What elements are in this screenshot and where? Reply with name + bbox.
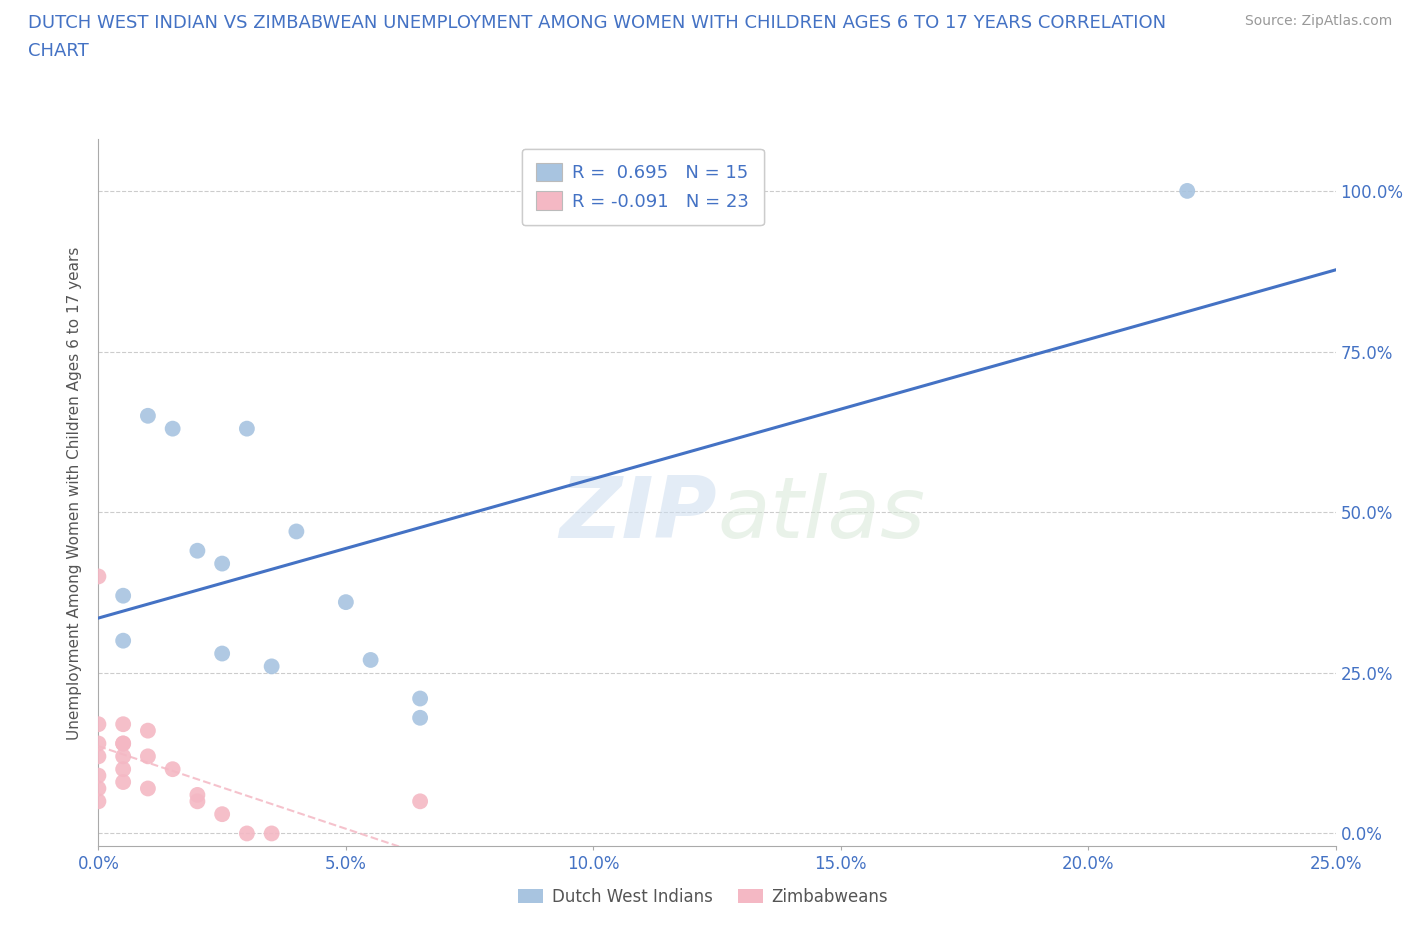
Point — [186, 788, 208, 803]
Point — [136, 781, 159, 796]
Text: atlas: atlas — [717, 472, 925, 555]
Point — [162, 762, 184, 777]
Point — [112, 736, 135, 751]
Point — [112, 717, 135, 732]
Point — [1175, 183, 1198, 198]
Point — [236, 421, 259, 436]
Point — [260, 659, 283, 674]
Point — [409, 711, 432, 725]
Point — [211, 646, 233, 661]
Point — [112, 589, 135, 604]
Point — [260, 826, 283, 841]
Point — [87, 768, 110, 783]
Legend: Dutch West Indians, Zimbabweans: Dutch West Indians, Zimbabweans — [512, 881, 894, 912]
Point — [87, 781, 110, 796]
Point — [87, 736, 110, 751]
Text: DUTCH WEST INDIAN VS ZIMBABWEAN UNEMPLOYMENT AMONG WOMEN WITH CHILDREN AGES 6 TO: DUTCH WEST INDIAN VS ZIMBABWEAN UNEMPLOY… — [28, 14, 1166, 32]
Point — [136, 749, 159, 764]
Text: Source: ZipAtlas.com: Source: ZipAtlas.com — [1244, 14, 1392, 28]
Point — [112, 762, 135, 777]
Legend: R =  0.695   N = 15, R = -0.091   N = 23: R = 0.695 N = 15, R = -0.091 N = 23 — [522, 149, 763, 225]
Point — [236, 826, 259, 841]
Point — [360, 653, 382, 668]
Point — [87, 569, 110, 584]
Point — [211, 556, 233, 571]
Point — [136, 408, 159, 423]
Point — [285, 524, 308, 538]
Point — [335, 594, 357, 609]
Point — [112, 633, 135, 648]
Point — [186, 543, 208, 558]
Point — [409, 691, 432, 706]
Y-axis label: Unemployment Among Women with Children Ages 6 to 17 years: Unemployment Among Women with Children A… — [67, 246, 83, 739]
Point — [87, 794, 110, 809]
Point — [112, 749, 135, 764]
Text: CHART: CHART — [28, 42, 89, 60]
Point — [87, 717, 110, 732]
Point — [162, 421, 184, 436]
Text: ZIP: ZIP — [560, 472, 717, 555]
Point — [112, 736, 135, 751]
Point — [211, 806, 233, 821]
Point — [136, 724, 159, 738]
Point — [87, 749, 110, 764]
Point — [112, 775, 135, 790]
Point — [186, 794, 208, 809]
Point — [409, 794, 432, 809]
